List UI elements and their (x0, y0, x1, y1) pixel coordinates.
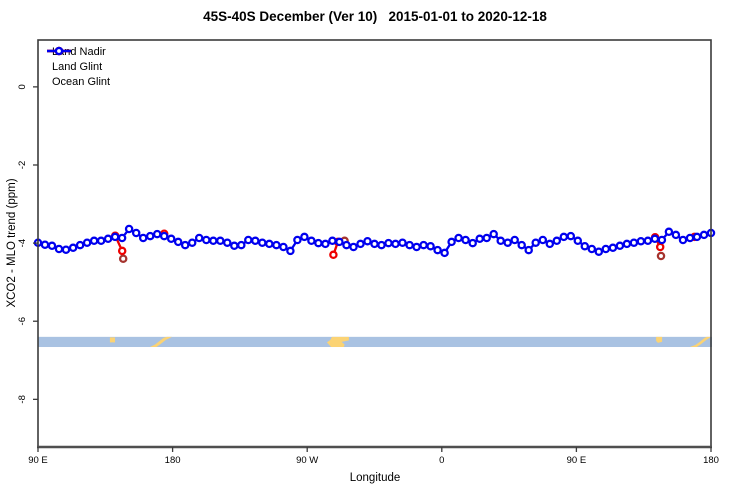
y-tick-label: -6 (17, 317, 28, 325)
x-tick-label: 180 (703, 455, 719, 466)
x-tick-label: 180 (165, 455, 181, 466)
chart-title: 45S-40S December (Ver 10) 2015-01-01 to … (203, 9, 547, 24)
map-strip-land-south-america (326, 336, 349, 347)
legend-marker-icon (47, 46, 71, 56)
map-strip-land-australia-victoria (109, 337, 115, 343)
y-tick-label: -8 (17, 395, 28, 403)
legend: Land Nadir Land Glint Ocean Glint (46, 45, 110, 89)
x-tick-label: 0 (439, 455, 444, 466)
map-strip (38, 336, 712, 348)
x-tick-label: 90 E (567, 455, 587, 466)
map-strip-land-australia-victoria-2 (656, 336, 663, 343)
map-strip-land-new-zealand (150, 336, 172, 347)
legend-label: Land Glint (52, 61, 103, 73)
legend-label: Land Nadir (52, 46, 106, 58)
y-axis-label: XCO2 - MLO trend (ppm) (6, 178, 18, 308)
y-tick-label: -4 (17, 239, 28, 247)
x-tick-label: 90 W (296, 455, 318, 466)
series-ocean-glint (33, 224, 716, 258)
x-tick-label: 90 E (28, 455, 48, 466)
x-axis: 90 E 180 90 W 0 90 E 180 (28, 447, 719, 466)
legend-item-ocean-glint: Ocean Glint (46, 46, 111, 89)
y-tick-label: 0 (17, 84, 28, 89)
legend-label: Ocean Glint (52, 76, 111, 88)
map-strip-land-new-zealand-2 (689, 336, 711, 347)
x-axis-label: Longitude (349, 472, 401, 484)
map-strip-ocean (38, 336, 712, 348)
legend-item-land-glint: Land Glint (46, 46, 110, 74)
y-axis: 0 -2 -4 -6 -8 (17, 84, 38, 404)
y-tick-label: -2 (17, 161, 28, 169)
